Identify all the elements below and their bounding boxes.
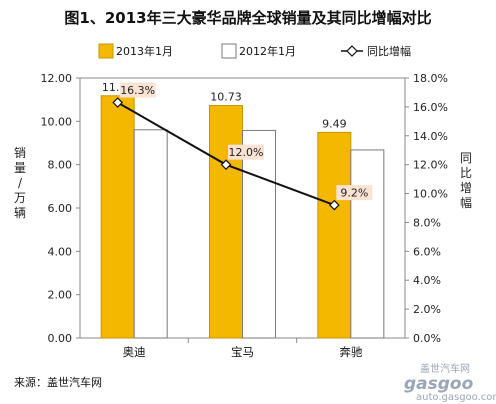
bar-2013 — [317, 131, 352, 339]
growth-label-bg — [119, 82, 156, 98]
y2-tick-label: 18.0% — [413, 72, 448, 85]
y2-tick-label: 2.0% — [413, 303, 441, 316]
bar-2012 — [242, 129, 276, 339]
y-tick-label: 4.00 — [48, 245, 73, 258]
bar-2013 — [100, 95, 135, 339]
legend-label-growth: 同比增幅 — [367, 44, 411, 58]
legend-swatch-2012 — [221, 43, 237, 59]
growth-data-label: 16.3% — [120, 84, 155, 97]
plot-area: 0.00 2.00 4.00 6.00 8.00 10.00 12.00 0.0% 2.0% 4.… — [41, 72, 448, 359]
legend-marker-growth — [346, 45, 358, 57]
x-tick-label: 奔驰 — [339, 345, 362, 359]
data-label-2013: 9.49 — [322, 117, 347, 130]
y-axis-label-char-5: 辆 — [14, 206, 26, 220]
watermark-url: auto.gasgoo.com — [416, 392, 496, 403]
y-tick-label: 8.00 — [48, 159, 73, 172]
legend: 2013年1月 2012年1月 同比增幅 — [98, 43, 411, 59]
y2-axis-label-char-3: 增 — [460, 181, 472, 195]
growth-label-bg — [336, 185, 373, 201]
bar-2012 — [133, 129, 168, 339]
y-tick-label: 2.00 — [48, 289, 73, 302]
y2-tick-label: 8.0% — [413, 216, 441, 229]
y2-tick-label: 0.0% — [413, 332, 441, 345]
y2-tick-label: 10.0% — [413, 188, 448, 201]
y-axis-label-char-4: 万 — [14, 191, 26, 205]
y-tick-label: 12.00 — [41, 72, 73, 85]
growth-marker — [112, 97, 124, 108]
legend-swatch-2013 — [98, 43, 114, 59]
y-tick-label: 10.00 — [41, 115, 73, 128]
y2-axis-label-char-2: 比 — [460, 166, 472, 180]
y2-tick-label: 16.0% — [413, 101, 448, 114]
y-axis-label-char-1: 销 — [14, 146, 26, 160]
data-label-2013: 10.73 — [210, 91, 242, 104]
growth-marker — [328, 199, 340, 211]
y2-tick-label: 6.0% — [413, 245, 441, 258]
watermark: 盖世汽车网 gasgoo auto.gasgoo.com — [404, 362, 496, 403]
legend-label-2013: 2013年1月 — [116, 44, 173, 58]
y2-tick-label: 12.0% — [413, 159, 448, 172]
watermark-cn: 盖世汽车网 — [420, 362, 470, 375]
x-tick-label: 奥迪 — [123, 345, 146, 359]
growth-label-bg — [228, 144, 264, 160]
y-axis-label-char-2: 量 — [14, 161, 26, 175]
growth-data-label: 12.0% — [229, 146, 264, 159]
y2-tick-label: 14.0% — [413, 130, 448, 143]
bar-2012 — [350, 149, 385, 339]
bar-2013 — [209, 105, 243, 339]
growth-data-label: 9.2% — [340, 187, 368, 200]
y-tick-label: 6.00 — [48, 202, 73, 215]
x-tick-label: 宝马 — [231, 345, 254, 359]
chart-title: 图1、2013年三大豪华品牌全球销量及其同比增幅对比 — [64, 9, 431, 27]
y-axis-label-char-3: / — [18, 176, 23, 190]
y2-axis-label-char-4: 幅 — [460, 195, 472, 210]
y2-axis-label-char-1: 同 — [460, 151, 472, 165]
y2-tick-label: 4.0% — [413, 274, 441, 287]
source-note: 来源：盖世汽车网 — [14, 375, 102, 389]
legend-label-2012: 2012年1月 — [239, 44, 296, 58]
growth-marker — [220, 159, 232, 171]
watermark-brand: gasgoo — [404, 374, 474, 394]
y-tick-label: 0.00 — [48, 332, 73, 345]
